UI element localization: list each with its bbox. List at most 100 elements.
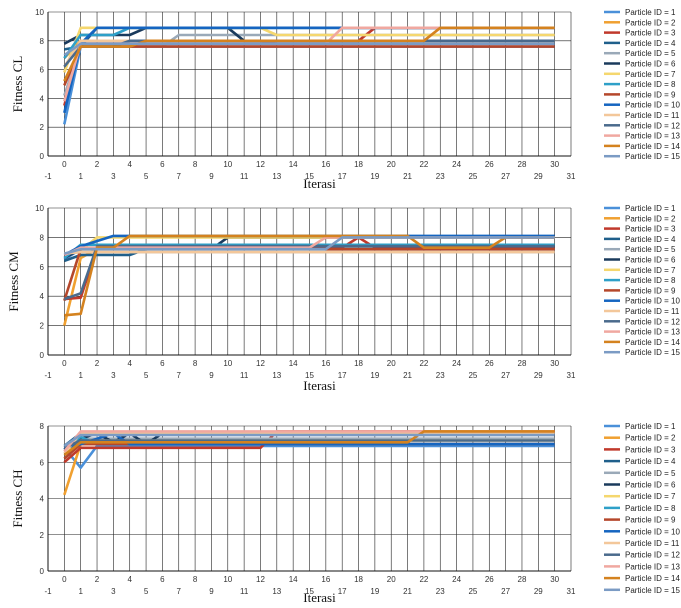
y-tick-label: 6	[40, 263, 45, 272]
x-tick-label: 23	[436, 172, 445, 181]
x-tick-label: 1	[78, 371, 83, 380]
y-tick-label: 4	[40, 94, 45, 103]
x-tick-label: 1	[78, 587, 83, 596]
x-tick-label: 29	[534, 172, 543, 181]
x-tick-label: 17	[338, 172, 347, 181]
legend-label: Particle ID = 3	[625, 445, 676, 454]
x-tick-label: 20	[387, 160, 396, 169]
y-axis-title: Fitness CL	[10, 56, 25, 113]
x-axis-title: Iterasi	[303, 590, 336, 605]
legend-label: Particle ID = 9	[625, 516, 676, 525]
legend-label: Particle ID = 14	[625, 338, 680, 347]
x-tick-label: 7	[177, 371, 182, 380]
legend-label: Particle ID = 3	[625, 225, 676, 234]
x-axis-title: Iterasi	[303, 378, 336, 393]
x-tick-label: 13	[272, 587, 281, 596]
legend-label: Particle ID = 2	[625, 214, 676, 223]
x-tick-label: 30	[550, 160, 559, 169]
y-tick-label: 6	[40, 458, 45, 467]
x-tick-label: -1	[44, 371, 52, 380]
legend-label: Particle ID = 8	[625, 80, 676, 89]
x-tick-label: 7	[177, 587, 182, 596]
series-line-14	[63, 430, 555, 457]
legend-label: Particle ID = 13	[625, 328, 680, 337]
x-tick-label: 4	[127, 575, 132, 584]
x-tick-label: 21	[403, 172, 412, 181]
x-tick-label: 10	[223, 359, 232, 368]
series-line-3	[64, 236, 555, 301]
legend-label: Particle ID = 4	[625, 39, 676, 48]
y-tick-label: 2	[40, 531, 45, 540]
legend-label: Particle ID = 6	[625, 256, 676, 265]
x-tick-label: 1	[78, 172, 83, 181]
series-line-13	[63, 430, 555, 453]
x-tick-label: 28	[518, 575, 527, 584]
x-tick-label: 5	[144, 371, 149, 380]
x-tick-label: 7	[177, 172, 182, 181]
x-tick-label: 18	[354, 359, 363, 368]
y-tick-label: 0	[40, 567, 45, 576]
x-tick-label: 0	[62, 575, 67, 584]
x-tick-label: 29	[534, 371, 543, 380]
x-tick-label: 28	[518, 359, 527, 368]
x-tick-label: 13	[272, 172, 281, 181]
legend-label: Particle ID = 8	[625, 276, 676, 285]
x-tick-label: 2	[95, 575, 100, 584]
x-tick-label: 3	[111, 371, 116, 380]
series-line-14	[64, 234, 555, 317]
legend-label: Particle ID = 6	[625, 481, 676, 490]
x-tick-label: 21	[403, 587, 412, 596]
legend-label: Particle ID = 15	[625, 586, 680, 595]
legend-label: Particle ID = 2	[625, 434, 676, 443]
x-tick-label: 24	[452, 359, 461, 368]
x-tick-label: 20	[387, 575, 396, 584]
x-tick-label: 19	[370, 587, 379, 596]
x-tick-label: 6	[160, 359, 165, 368]
legend-label: Particle ID = 10	[625, 527, 680, 536]
x-tick-label: 8	[193, 575, 198, 584]
x-tick-label: 8	[193, 160, 198, 169]
y-tick-label: 4	[40, 292, 45, 301]
x-tick-label: 12	[256, 575, 265, 584]
x-tick-label: 16	[321, 160, 330, 169]
x-tick-label: 11	[240, 371, 249, 380]
x-tick-label: 14	[289, 160, 298, 169]
x-tick-label: 25	[468, 587, 477, 596]
x-tick-label: 4	[127, 160, 132, 169]
legend-label: Particle ID = 7	[625, 492, 676, 501]
x-tick-label: 17	[338, 587, 347, 596]
legend-label: Particle ID = 12	[625, 317, 680, 326]
x-tick-label: 31	[567, 172, 576, 181]
x-tick-label: 24	[452, 575, 461, 584]
series-group	[63, 26, 555, 125]
x-tick-label: 31	[567, 371, 576, 380]
x-tick-label: 23	[436, 587, 445, 596]
legend-label: Particle ID = 12	[625, 551, 680, 560]
legend-label: Particle ID = 15	[625, 152, 680, 161]
legend-label: Particle ID = 3	[625, 29, 676, 38]
x-tick-label: 11	[240, 587, 249, 596]
x-tick-label: 21	[403, 371, 412, 380]
x-tick-label: 2	[95, 359, 100, 368]
legend-label: Particle ID = 9	[625, 286, 676, 295]
x-tick-label: 24	[452, 160, 461, 169]
x-tick-label: 30	[550, 575, 559, 584]
x-tick-label: 27	[501, 371, 510, 380]
legend-label: Particle ID = 5	[625, 469, 676, 478]
x-tick-label: -1	[44, 587, 52, 596]
y-tick-label: 8	[40, 422, 45, 431]
series-line-10	[63, 26, 555, 114]
legend-label: Particle ID = 1	[625, 8, 676, 17]
x-tick-label: 0	[62, 160, 67, 169]
legend-label: Particle ID = 1	[625, 422, 676, 431]
series-group	[63, 430, 555, 496]
y-tick-label: 10	[35, 204, 44, 213]
x-tick-label: 26	[485, 160, 494, 169]
x-tick-label: 30	[550, 359, 559, 368]
legend-label: Particle ID = 2	[625, 18, 676, 27]
x-tick-label: 31	[567, 587, 576, 596]
legend-label: Particle ID = 5	[625, 245, 676, 254]
legend-label: Particle ID = 4	[625, 457, 676, 466]
y-tick-label: 2	[40, 123, 45, 132]
